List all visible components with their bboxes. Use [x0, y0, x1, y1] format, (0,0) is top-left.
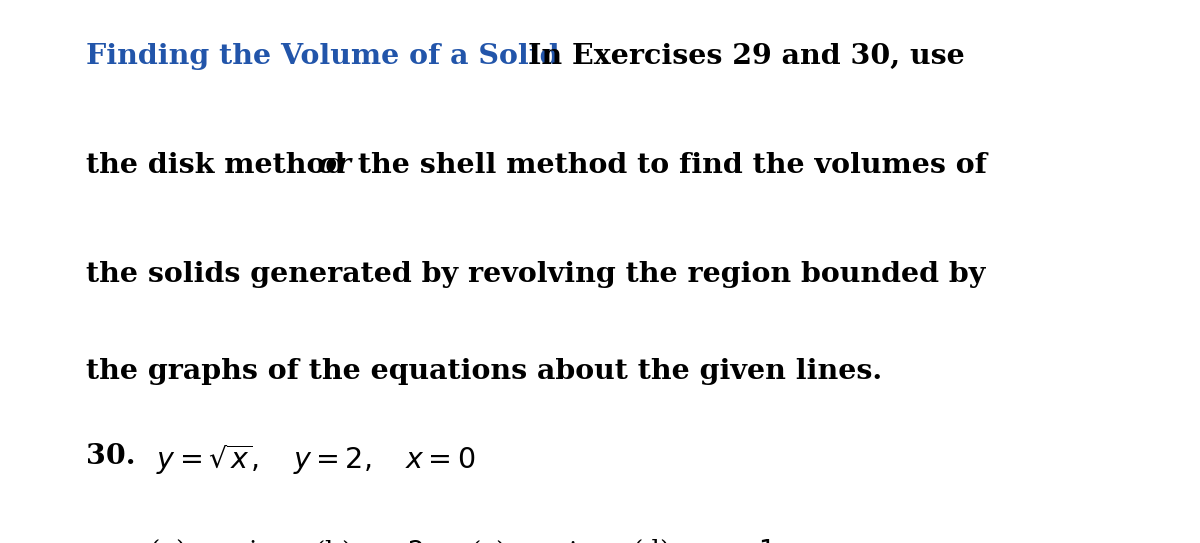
- Text: the shell method to find the volumes of: the shell method to find the volumes of: [348, 152, 986, 179]
- Text: (a) $x$-axis: (a) $x$-axis: [149, 538, 271, 543]
- Text: (d) $x = -1$: (d) $x = -1$: [632, 538, 775, 543]
- Text: (c) $y$-axis: (c) $y$-axis: [470, 538, 592, 543]
- Text: the solids generated by revolving the region bounded by: the solids generated by revolving the re…: [86, 261, 985, 288]
- Text: the disk method: the disk method: [86, 152, 355, 179]
- Text: (b) $y = 2$: (b) $y = 2$: [314, 538, 425, 543]
- Text: 30.: 30.: [86, 443, 136, 470]
- Text: $y = \sqrt{x},\quad y = 2,\quad x = 0$: $y = \sqrt{x},\quad y = 2,\quad x = 0$: [156, 443, 475, 477]
- Text: Finding the Volume of a Solid: Finding the Volume of a Solid: [86, 43, 560, 71]
- Text: the graphs of the equations about the given lines.: the graphs of the equations about the gi…: [86, 358, 882, 386]
- Text: In Exercises 29 and 30, use: In Exercises 29 and 30, use: [528, 43, 965, 71]
- Text: or: or: [317, 152, 350, 179]
